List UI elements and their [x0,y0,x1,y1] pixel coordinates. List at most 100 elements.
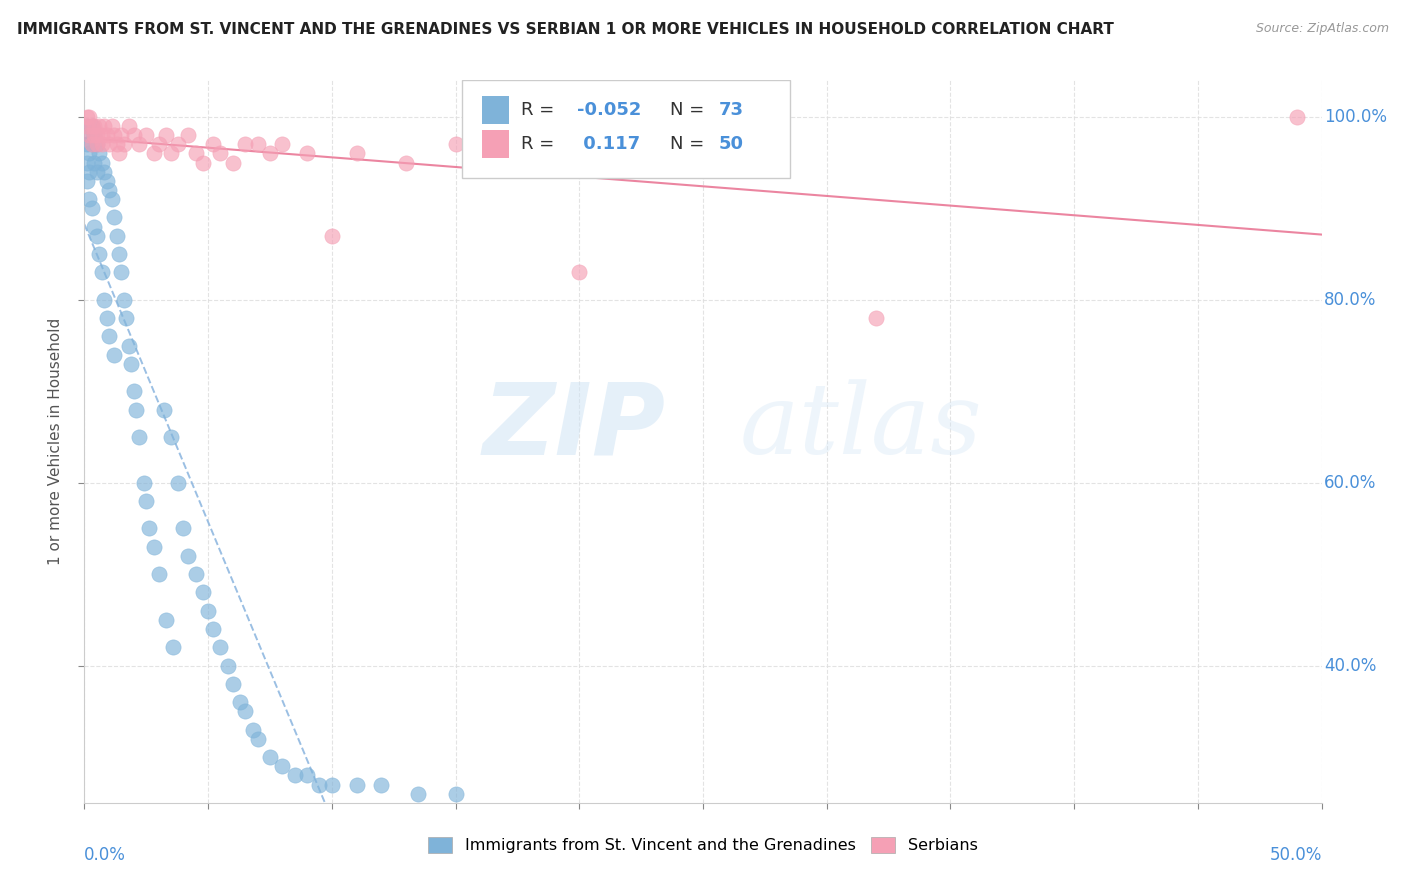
Point [160,146,183,161]
Point [86,228,108,243]
Point [408,787,430,801]
Point [76,155,98,169]
Point [321,228,343,243]
Point [83,128,105,143]
Point [80,137,103,152]
Point [135,494,157,508]
Point [222,155,245,169]
Point [177,128,200,143]
Point [271,759,294,773]
Point [184,146,207,161]
Text: 73: 73 [718,101,744,119]
Point [93,293,115,307]
Point [83,119,105,133]
Point [202,622,225,636]
Point [90,137,112,152]
Y-axis label: 1 or more Vehicles in Household: 1 or more Vehicles in Household [48,318,63,566]
Point [89,119,111,133]
Point [444,787,467,801]
Text: Source: ZipAtlas.com: Source: ZipAtlas.com [1256,22,1389,36]
Point [138,521,160,535]
Point [90,155,112,169]
Point [96,311,118,326]
Point [132,475,155,490]
Point [122,384,145,399]
Point [98,329,121,343]
Point [79,110,101,124]
Point [118,338,141,352]
Point [105,228,128,243]
Text: atlas: atlas [740,379,983,475]
Point [89,146,111,161]
Point [568,265,591,279]
Point [346,777,368,791]
Point [295,768,318,782]
Point [125,402,148,417]
Point [346,146,368,161]
Point [83,128,105,143]
Point [865,311,887,326]
Point [321,777,343,791]
FancyBboxPatch shape [481,130,509,158]
Point [155,613,177,627]
Point [233,704,256,718]
Point [259,146,281,161]
Point [96,174,118,188]
Point [444,137,467,152]
Point [76,174,98,188]
Point [155,128,177,143]
Text: 40.0%: 40.0% [1324,657,1376,674]
Point [395,155,418,169]
Point [112,137,135,152]
Point [222,677,245,691]
Point [370,777,392,791]
Point [108,146,131,161]
Text: 0.117: 0.117 [576,135,640,153]
Point [93,165,115,179]
Point [115,311,138,326]
FancyBboxPatch shape [461,80,790,178]
Point [295,146,318,161]
Point [120,357,142,371]
Point [98,137,121,152]
Legend: Immigrants from St. Vincent and the Grenadines, Serbians: Immigrants from St. Vincent and the Gren… [422,830,984,860]
Point [76,110,98,124]
Point [229,695,252,709]
Point [209,640,232,655]
Point [79,128,101,143]
Point [96,128,118,143]
Point [142,146,165,161]
Point [105,137,128,152]
Point [271,137,294,152]
Point [110,128,132,143]
Point [89,247,111,261]
Text: 100.0%: 100.0% [1324,108,1388,126]
Text: N =: N = [669,135,710,153]
Point [86,137,108,152]
Text: -0.052: -0.052 [576,101,641,119]
Point [152,402,174,417]
Text: ZIP: ZIP [482,378,666,475]
Point [100,192,122,206]
Point [98,183,121,197]
Point [103,348,125,362]
Point [191,155,214,169]
Text: 0.0%: 0.0% [84,847,127,864]
Point [209,146,232,161]
Text: N =: N = [669,101,710,119]
Point [90,265,112,279]
Point [83,219,105,234]
Point [93,119,115,133]
Text: 50.0%: 50.0% [1270,847,1322,864]
Point [202,137,225,152]
Point [79,165,101,179]
Point [191,585,214,599]
Point [233,137,256,152]
Text: 50: 50 [718,135,744,153]
Point [76,119,98,133]
Text: 80.0%: 80.0% [1324,291,1376,309]
Point [308,777,330,791]
Point [79,192,101,206]
Point [494,146,516,161]
Point [108,247,131,261]
